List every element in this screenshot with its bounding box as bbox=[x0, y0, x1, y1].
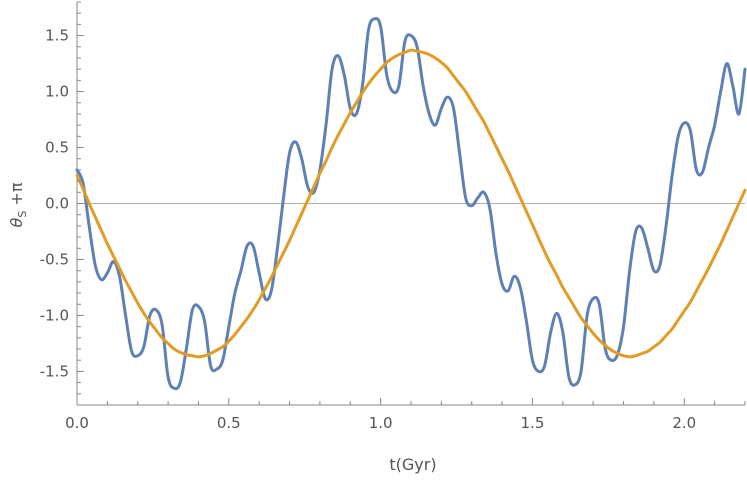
series-line-oscillating bbox=[75, 16, 747, 391]
tick-layer: 0.0 0.5 1.0 1.5 2.0 -1.5 -1.0 -0.5 0.0 0.5 1.0 1.5 bbox=[40, 1, 746, 432]
x-tick-label: 1.0 bbox=[369, 414, 393, 432]
x-tick-label: 1.5 bbox=[521, 414, 545, 432]
series-layer bbox=[75, 16, 747, 391]
y-tick-label: -0.5 bbox=[40, 250, 69, 268]
x-axis-label: t(Gyr) bbox=[389, 455, 436, 474]
x-tick-label: 2.0 bbox=[672, 414, 696, 432]
y-axis-label-main: θ bbox=[7, 217, 26, 227]
y-tick-label: 0.0 bbox=[45, 195, 69, 213]
y-tick-label: 1.0 bbox=[45, 83, 69, 101]
y-tick-label: -1.0 bbox=[40, 306, 69, 324]
series-line-smooth bbox=[75, 48, 747, 359]
y-tick-label: -1.5 bbox=[40, 362, 69, 380]
x-tick-label: 0.0 bbox=[65, 414, 89, 432]
y-tick-label: 1.5 bbox=[45, 27, 69, 45]
y-axis-label: θS +π bbox=[7, 182, 29, 227]
y-axis-label-rest: +π bbox=[7, 182, 26, 210]
x-tick-label: 0.5 bbox=[217, 414, 241, 432]
y-axis-label-sub: S bbox=[16, 211, 29, 218]
y-tick-label: 0.5 bbox=[45, 139, 69, 157]
